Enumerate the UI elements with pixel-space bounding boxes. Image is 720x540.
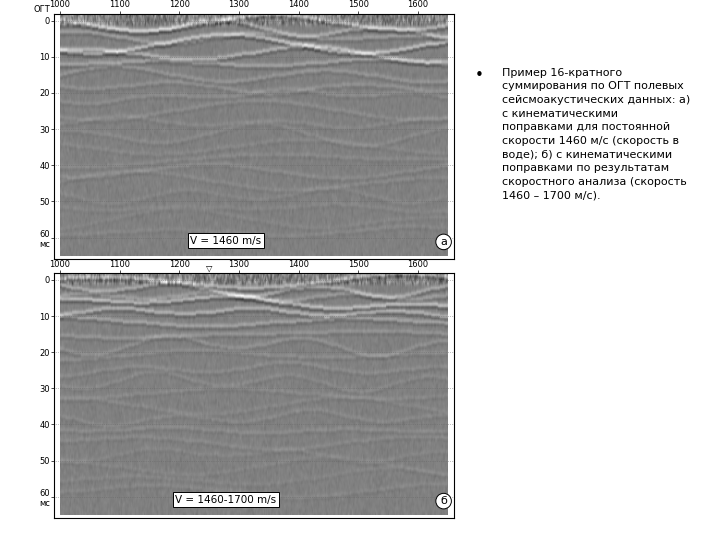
Text: •: • — [474, 68, 483, 83]
Text: ▽: ▽ — [206, 264, 212, 273]
Text: Пример 16-кратного
суммирования по ОГТ полевых
сейсмоакустических данных: а)
с к: Пример 16-кратного суммирования по ОГТ п… — [502, 68, 690, 200]
Text: V = 1460-1700 m/s: V = 1460-1700 m/s — [175, 495, 276, 505]
Text: V = 1460 m/s: V = 1460 m/s — [190, 235, 261, 246]
Text: ОГТ: ОГТ — [33, 4, 50, 14]
Text: а: а — [440, 237, 447, 247]
Text: б: б — [440, 496, 447, 506]
